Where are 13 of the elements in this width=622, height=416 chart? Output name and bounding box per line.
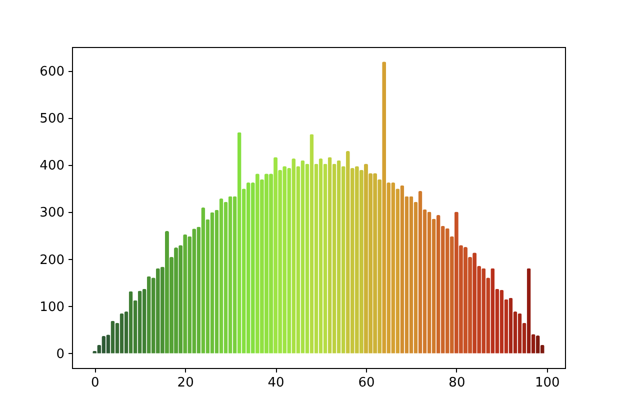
x-tick-label: 100 <box>534 376 560 390</box>
x-tick-label: 40 <box>268 376 284 390</box>
y-tick-label: 100 <box>40 300 64 315</box>
y-tick-label: 200 <box>40 252 64 268</box>
x-tick-label: 60 <box>358 376 375 390</box>
x-tick-label: 0 <box>90 376 100 390</box>
y-tick-label: 400 <box>40 158 64 174</box>
x-tick-label: 20 <box>177 376 194 390</box>
y-tick-label: 0 <box>56 346 64 362</box>
y-tick-label: 600 <box>40 64 64 80</box>
y-tick-label: 500 <box>40 112 64 127</box>
x-tick-label: 80 <box>448 376 466 390</box>
y-tick-label: 300 <box>40 206 64 221</box>
